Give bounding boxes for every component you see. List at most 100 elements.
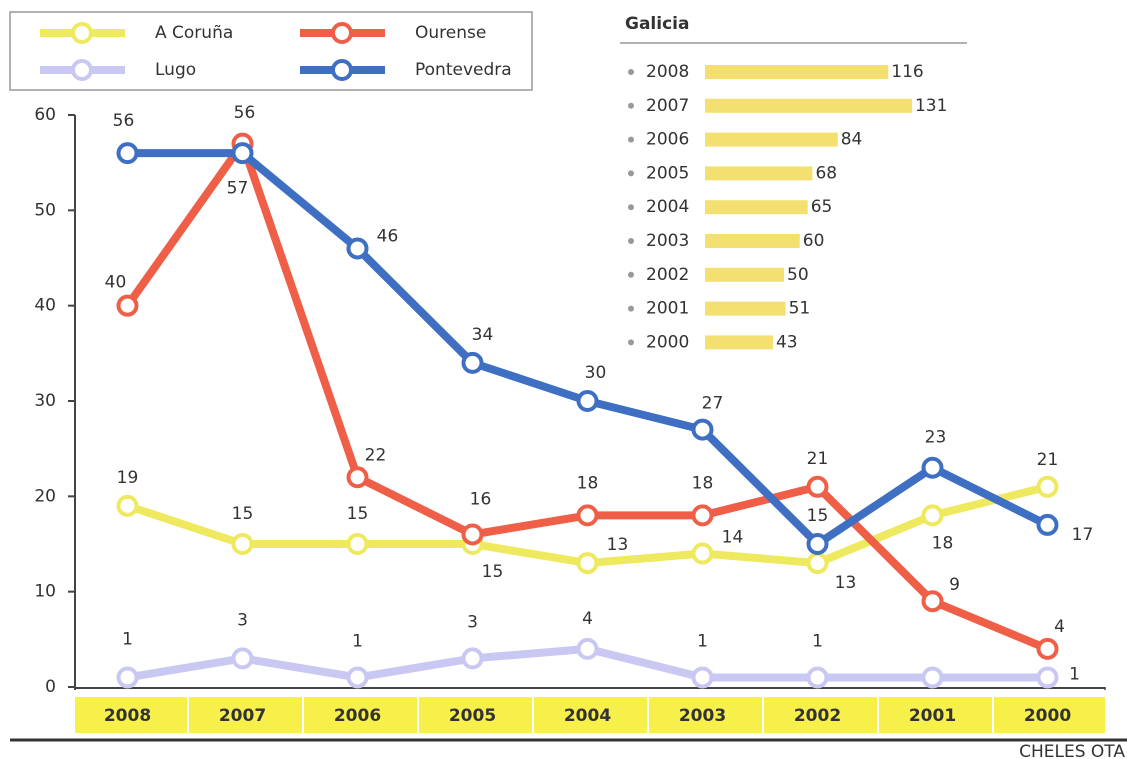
point [1039, 516, 1057, 534]
data-label: 4 [1054, 617, 1065, 637]
point [349, 239, 367, 257]
data-label: 1 [352, 631, 363, 651]
y-tick-label: 40 [34, 296, 56, 316]
point [809, 535, 827, 553]
point [694, 545, 712, 563]
bullet [628, 204, 634, 210]
point [924, 459, 942, 477]
bullet [628, 170, 634, 176]
data-label: 17 [1072, 525, 1094, 545]
legend-label: Lugo [155, 60, 196, 80]
legend-marker [333, 24, 351, 42]
y-tick-label: 2001 [646, 299, 689, 319]
point [119, 497, 137, 515]
x-tick-label: 2000 [1024, 706, 1071, 726]
point [1039, 478, 1057, 496]
point [234, 535, 252, 553]
point [119, 144, 137, 162]
inset-title: Galicia [625, 14, 689, 34]
y-tick-label: 2002 [646, 265, 689, 285]
data-label: 15 [482, 562, 504, 582]
data-label: 14 [722, 528, 744, 548]
data-label: 22 [365, 445, 387, 465]
point [809, 554, 827, 572]
bullet [628, 272, 634, 278]
bar [705, 166, 812, 180]
legend-marker [73, 61, 91, 79]
data-label: 68 [815, 163, 837, 183]
data-label: 40 [105, 273, 127, 293]
data-label: 18 [577, 473, 599, 493]
data-label: 23 [925, 428, 947, 448]
point [579, 640, 597, 658]
data-label: 4 [582, 609, 593, 629]
chart: Galicia CHELES OTA 010203040506020082007… [0, 0, 1127, 759]
y-tick-label: 2000 [646, 332, 689, 352]
data-label: 51 [789, 299, 811, 319]
data-label: 131 [915, 96, 947, 116]
data-label: 3 [467, 612, 478, 632]
y-tick-label: 50 [34, 200, 56, 220]
point [349, 535, 367, 553]
point [924, 592, 942, 610]
bar [705, 200, 808, 214]
point [234, 649, 252, 667]
y-tick-label: 60 [34, 105, 56, 125]
y-tick-label: 2006 [646, 130, 689, 150]
point [1039, 668, 1057, 686]
data-label: 21 [807, 449, 829, 469]
data-label: 1 [122, 629, 133, 649]
data-label: 13 [607, 535, 629, 555]
point [924, 506, 942, 524]
data-label: 1 [812, 631, 823, 651]
point [809, 478, 827, 496]
point [809, 668, 827, 686]
data-label: 116 [891, 62, 923, 82]
x-tick-label: 2007 [219, 706, 266, 726]
x-tick-label: 2004 [564, 706, 611, 726]
x-tick-label: 2002 [794, 706, 841, 726]
y-tick-label: 20 [34, 486, 56, 506]
data-label: 57 [227, 179, 249, 199]
data-label: 9 [949, 575, 960, 595]
bullet [628, 103, 634, 109]
legend-marker [73, 24, 91, 42]
point [694, 421, 712, 439]
y-tick-label: 2004 [646, 197, 689, 217]
bar [705, 335, 773, 349]
data-label: 3 [237, 610, 248, 630]
bar [705, 268, 784, 282]
point [464, 649, 482, 667]
bar [705, 65, 888, 79]
point [579, 554, 597, 572]
data-label: 19 [117, 468, 139, 488]
point [694, 506, 712, 524]
point [1039, 640, 1057, 658]
data-label: 15 [807, 506, 829, 526]
data-label: 21 [1037, 450, 1059, 470]
data-label: 18 [932, 533, 954, 553]
data-label: 56 [113, 111, 135, 131]
y-tick-label: 2003 [646, 231, 689, 251]
data-label: 15 [347, 504, 369, 524]
bullet [628, 339, 634, 345]
bar [705, 302, 786, 316]
point [694, 668, 712, 686]
point [349, 468, 367, 486]
y-tick-label: 0 [45, 677, 56, 697]
point [119, 297, 137, 315]
x-tick-label: 2005 [449, 706, 496, 726]
data-label: 1 [1069, 664, 1080, 684]
x-tick-label: 2003 [679, 706, 726, 726]
data-label: 1 [697, 631, 708, 651]
point [119, 668, 137, 686]
bar [705, 234, 800, 248]
data-label: 27 [702, 394, 724, 414]
bullet [628, 238, 634, 244]
bar [705, 99, 912, 113]
point [579, 506, 597, 524]
point [349, 668, 367, 686]
y-tick-label: 2005 [646, 163, 689, 183]
credit: CHELES OTA [1019, 742, 1125, 759]
data-label: 84 [841, 130, 863, 150]
